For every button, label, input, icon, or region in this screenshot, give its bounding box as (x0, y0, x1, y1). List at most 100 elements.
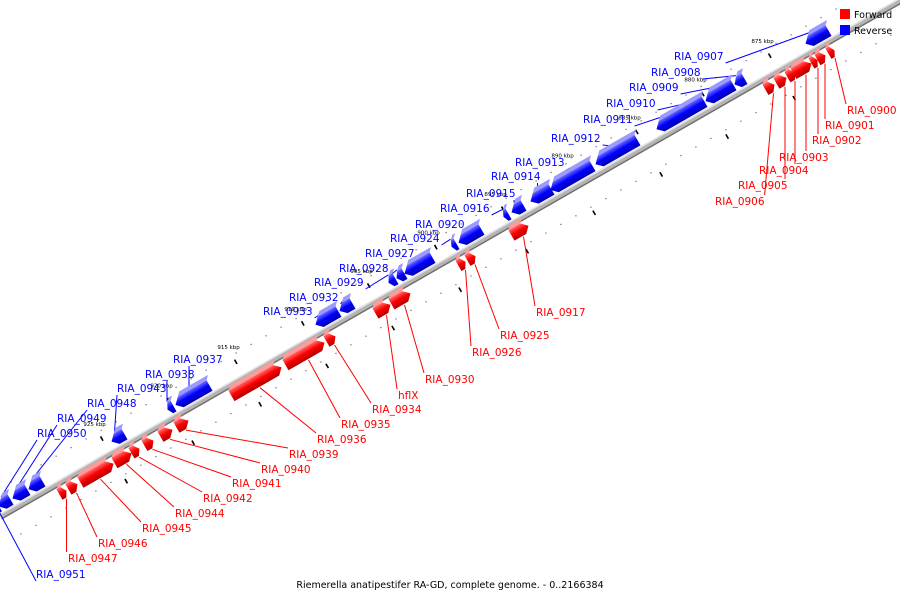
scale-dot (295, 318, 297, 320)
gene-arrow-body (502, 208, 512, 221)
gene-arrow-body (511, 200, 527, 215)
gene-arrow-top (707, 74, 733, 93)
gene-arrow-top (807, 19, 828, 36)
scale-dot (365, 335, 367, 337)
gene-arrow-top (111, 445, 125, 458)
leader-hflx (386, 315, 398, 390)
gene-arrow-ria_0924 (450, 233, 460, 251)
gene-arrow-body (228, 365, 282, 402)
leader-ria_0930 (404, 304, 425, 374)
scale-dot (520, 189, 522, 191)
kbp-tick-label: 915 kbp (217, 345, 240, 351)
gene-arrow-body (28, 476, 46, 492)
gene-arrow-top (464, 247, 471, 256)
kbp-tick-mark (634, 129, 639, 135)
gene-label-ria_0912: RIA_0912 (551, 133, 601, 145)
gene-arrow-body (77, 461, 114, 488)
scale-dot (290, 378, 292, 380)
gene-label-ria_0943: RIA_0943 (117, 383, 167, 395)
gene-arrow-ria_0944 (111, 445, 132, 469)
gene-label-ria_0932: RIA_0932 (289, 292, 339, 304)
gene-arrow-body (0, 501, 2, 513)
gene-label-ria_0951: RIA_0951 (36, 569, 86, 581)
gene-arrow-top (388, 268, 395, 276)
scale-dot (745, 60, 747, 62)
scale-dot (505, 197, 507, 199)
scale-dot (640, 120, 642, 122)
gene-arrow-ria_0901 (814, 46, 826, 66)
leader-ria_0948 (31, 409, 88, 480)
gene-label-ria_0937: RIA_0937 (173, 354, 223, 366)
scale-dot (385, 266, 387, 268)
scale-dot (335, 352, 337, 354)
scale-dot (890, 34, 892, 36)
scale-dot (85, 438, 87, 440)
gene-arrow-ria_0926 (455, 252, 466, 272)
scale-dot (355, 283, 357, 285)
scale-dot (545, 232, 547, 234)
gene-arrow-ria_0928 (396, 263, 408, 282)
gene-arrow-body (65, 481, 78, 495)
gene-label-ria_0940: RIA_0940 (261, 464, 311, 476)
gene-arrow-ria_0950 (0, 488, 14, 509)
scale-dot (790, 34, 792, 36)
kbp-tick-mark (659, 171, 664, 177)
gene-arrow-ria_0942 (128, 440, 140, 459)
kbp-tick-mark (525, 248, 530, 254)
gene-label-ria_0920: RIA_0920 (415, 219, 465, 231)
leader-ria_0945 (100, 478, 142, 523)
leader-ria_0924 (441, 238, 451, 246)
gene-arrow-body (458, 224, 485, 245)
scale-dot (110, 481, 112, 483)
scale-dot (185, 438, 187, 440)
gene-arrow-ria_0925 (464, 247, 476, 266)
backbone-highlight (0, 0, 899, 516)
scale-dots (10, 8, 892, 535)
scale-dot (575, 215, 577, 217)
gene-label-ria_0928: RIA_0928 (339, 263, 389, 275)
scale-dot (770, 103, 772, 105)
gene-label-ria_0926: RIA_0926 (472, 347, 522, 359)
scale-dot (250, 343, 252, 345)
gene-arrow-top (65, 475, 72, 485)
scale-dot (560, 223, 562, 225)
gene-arrow-ria_0937 (175, 374, 213, 408)
scale-dot (155, 456, 157, 458)
scale-dot (695, 146, 697, 148)
gene-label-ria_0909: RIA_0909 (629, 82, 679, 94)
gene-label-hflx: hflX (398, 390, 418, 402)
gene-arrow-body (111, 429, 128, 444)
scale-dot (605, 198, 607, 200)
scale-dot (65, 507, 67, 509)
gene-arrow-ria_0920 (458, 218, 485, 245)
scale-dot (670, 103, 672, 105)
gene-arrow-body (734, 73, 748, 88)
kbp-tick-label: 920 kbp (150, 384, 173, 390)
scale-dot (730, 68, 732, 70)
gene-arrow-top (0, 488, 10, 499)
gene-arrow-top (773, 69, 781, 79)
scale-dot (205, 369, 207, 371)
leader-ria_0940 (169, 438, 261, 464)
scale-dot (145, 404, 147, 406)
gene-arrow-top (406, 246, 432, 266)
gene-label-ria_0949: RIA_0949 (57, 413, 107, 425)
scale-dot (40, 464, 42, 466)
scale-dot (590, 206, 592, 208)
scale-dot (460, 223, 462, 225)
gene-arrow-body (455, 258, 466, 272)
gene-arrow-body (790, 61, 812, 79)
gene-label-ria_0938: RIA_0938 (145, 369, 195, 381)
gene-arrow-top (825, 41, 831, 49)
gene-arrow-body (339, 298, 356, 314)
gene-arrow-ria_0916 (502, 203, 512, 221)
gene-arrow-top (736, 68, 744, 77)
gene-arrow-ria_0938 (167, 395, 177, 414)
scale-dot (320, 361, 322, 363)
gene-arrow-top (681, 91, 704, 108)
leader-ria_0916 (491, 208, 503, 216)
scale-dot (755, 112, 757, 114)
scale-dot (550, 171, 552, 173)
gene-label-ria_0946: RIA_0946 (98, 538, 148, 550)
kbp-tick-mark (767, 53, 772, 59)
